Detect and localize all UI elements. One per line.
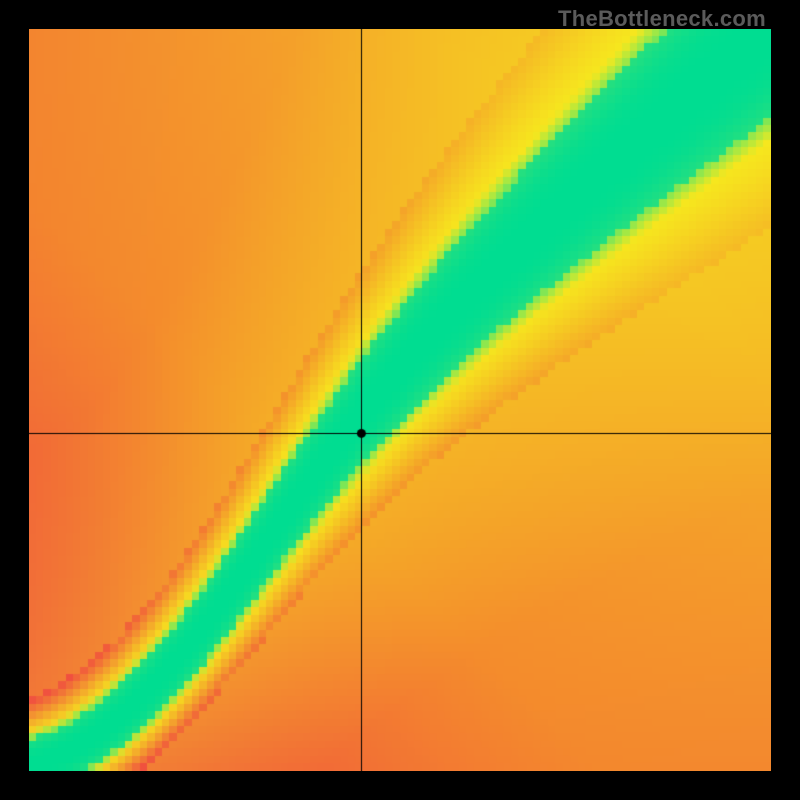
chart-frame — [29, 29, 771, 771]
bottleneck-heatmap — [29, 29, 771, 771]
watermark-text: TheBottleneck.com — [558, 6, 766, 32]
